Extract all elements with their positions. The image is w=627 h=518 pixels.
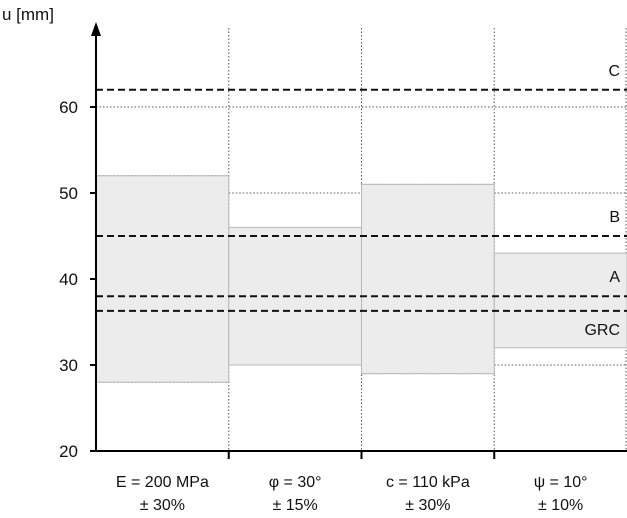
y-tick-label-40: 40 xyxy=(59,270,78,289)
reference-line-label-a: A xyxy=(609,269,620,286)
category-label-4-line2: ± 10% xyxy=(538,497,583,514)
category-label-3-line2: ± 30% xyxy=(405,497,450,514)
category-label-2-line1: φ = 30° xyxy=(269,474,322,491)
category-label-2-line2: ± 15% xyxy=(273,497,318,514)
reference-line-label-b: B xyxy=(609,209,620,226)
reference-line-layer xyxy=(96,88,627,312)
y-tick-label-50: 50 xyxy=(59,184,78,203)
category-label-1-line1: E = 200 MPa xyxy=(116,474,209,491)
label-layer: C B A GRC 20 30 40 50 60 u [mm] E = 200 MPa ± 30% φ … xyxy=(2,5,620,514)
band-layer xyxy=(95,175,627,383)
range-band-1 xyxy=(95,175,230,383)
range-band-3 xyxy=(361,183,495,375)
y-tick-label-60: 60 xyxy=(59,98,78,117)
range-band-4 xyxy=(493,252,627,349)
y-axis-title: u [mm] xyxy=(2,5,54,24)
category-label-3-line1: c = 110 kPa xyxy=(386,474,470,491)
category-label-4-line1: ψ = 10° xyxy=(534,474,588,491)
y-axis-arrow xyxy=(91,22,101,36)
reference-line-label-grc: GRC xyxy=(584,322,620,339)
reference-line-label-c: C xyxy=(608,63,620,80)
category-label-1-line2: ± 30% xyxy=(140,497,185,514)
y-tick-label-30: 30 xyxy=(59,356,78,375)
axis-layer xyxy=(90,22,627,459)
y-tick-label-20: 20 xyxy=(59,442,78,461)
